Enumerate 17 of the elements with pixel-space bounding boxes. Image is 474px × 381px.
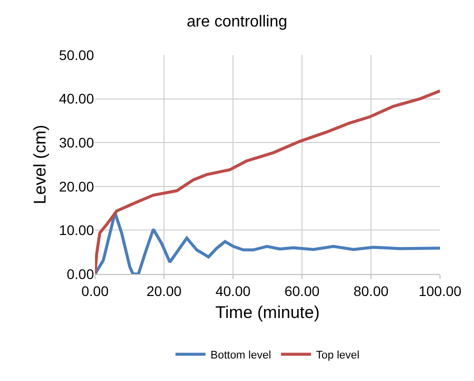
- y-tick-label: 20.00: [58, 178, 94, 194]
- legend-label: Bottom level: [210, 349, 272, 362]
- x-axis-title: Time (minute): [215, 303, 320, 322]
- y-tick-label: 50.00: [58, 46, 94, 63]
- y-axis-title: Level (cm): [30, 124, 50, 204]
- x-tick-label: 100.00: [418, 282, 462, 299]
- legend-label: Top level: [316, 349, 360, 362]
- y-tick-label: 40.00: [58, 90, 94, 107]
- x-tick-label: 80.00: [353, 282, 389, 299]
- y-tick-label: 10.00: [58, 222, 94, 238]
- y-tick-label: 30.00: [58, 134, 94, 150]
- x-tick-label: 20.00: [146, 282, 182, 299]
- x-tick-label: 40.00: [215, 282, 251, 299]
- x-tick-label: 0.00: [81, 282, 109, 299]
- chart-title: are controlling: [186, 13, 288, 30]
- y-tick-label: 0.00: [66, 266, 94, 282]
- x-tick-label: 60.00: [284, 282, 320, 299]
